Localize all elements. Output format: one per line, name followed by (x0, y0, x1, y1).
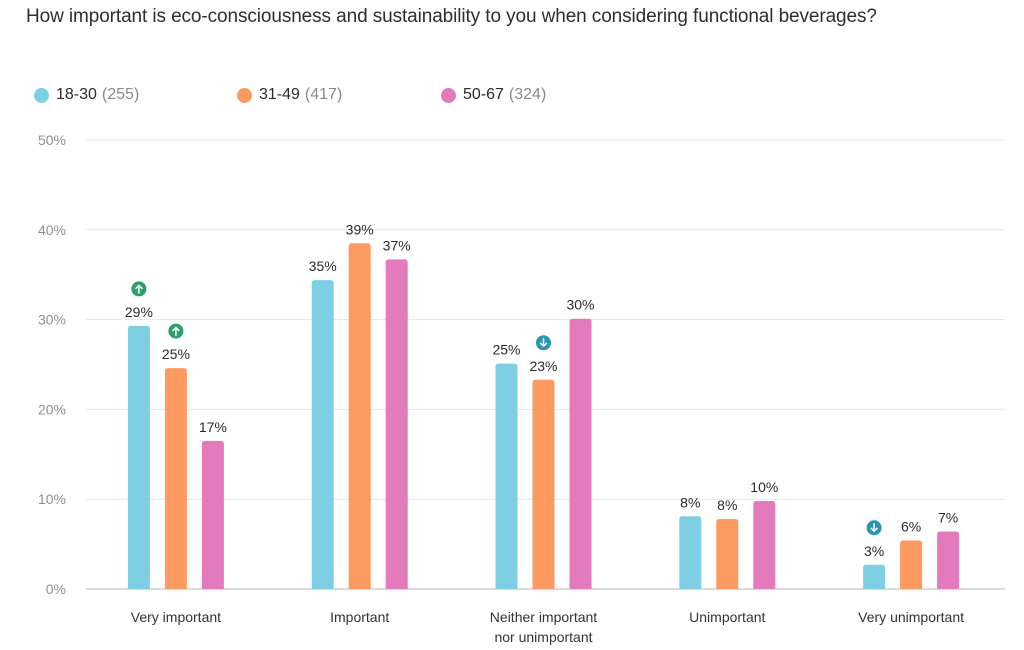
bar (385, 259, 408, 589)
data-label: 30% (566, 297, 594, 313)
bar (863, 564, 886, 589)
legend-swatch (34, 87, 49, 103)
data-label: 3% (864, 543, 884, 559)
legend-item-18-30[interactable]: 18-30 (255) (34, 86, 139, 104)
legend-count: (324) (508, 86, 547, 103)
bar (164, 368, 187, 589)
data-label: 25% (162, 346, 190, 362)
legend-label: 31-49 (259, 86, 300, 103)
data-label: 17% (199, 419, 227, 435)
data-label: 6% (901, 519, 921, 535)
data-label: 39% (346, 221, 374, 237)
bar (753, 500, 776, 589)
y-tick-label: 20% (38, 401, 66, 417)
x-category-label: Important (330, 609, 389, 625)
arrow-up-icon (135, 284, 143, 294)
chart-title: How important is eco-consciousness and s… (26, 6, 877, 27)
arrow-up-icon (172, 326, 180, 336)
bar (532, 379, 555, 589)
data-label: 10% (750, 479, 778, 495)
legend-count: (417) (304, 86, 343, 103)
y-tick-label: 10% (38, 491, 66, 507)
bar (495, 363, 518, 589)
data-label: 8% (717, 497, 737, 513)
legend-swatch (237, 87, 252, 103)
x-category-label: Very unimportant (858, 609, 964, 625)
data-label: 7% (938, 510, 958, 526)
bar (937, 531, 960, 589)
y-tick-label: 30% (38, 312, 66, 328)
data-label: 37% (383, 237, 411, 253)
bar (679, 516, 702, 589)
x-category-label: Neither important (490, 609, 597, 625)
legend-count: (255) (101, 86, 140, 103)
legend-label: 18-30 (56, 86, 97, 103)
x-category-label: Very important (131, 609, 221, 625)
arrow-down-icon (870, 523, 878, 533)
x-category-label: nor unimportant (494, 629, 592, 645)
bar (311, 280, 334, 589)
bar (127, 325, 150, 589)
arrow-down-icon (539, 338, 548, 348)
y-tick-label: 50% (38, 132, 66, 148)
x-category-label: Unimportant (689, 609, 765, 625)
data-label: 35% (309, 258, 337, 274)
legend-label: 50-67 (463, 86, 504, 103)
legend-swatch (441, 87, 456, 103)
legend: 18-30 (255) 31-49 (417) 50-67 (324) (0, 86, 1024, 108)
bar (900, 540, 923, 589)
legend-item-31-49[interactable]: 31-49 (417) (237, 86, 342, 104)
y-tick-label: 0% (46, 581, 66, 597)
data-label: 25% (492, 342, 520, 358)
bar (569, 318, 592, 589)
data-label: 23% (529, 358, 557, 374)
legend-item-50-67[interactable]: 50-67 (324) (441, 86, 546, 104)
data-label: 8% (680, 494, 700, 510)
y-tick-label: 40% (38, 222, 66, 238)
data-label: 29% (125, 304, 153, 320)
bar (348, 243, 371, 589)
bar (201, 440, 224, 589)
bar (716, 518, 739, 589)
